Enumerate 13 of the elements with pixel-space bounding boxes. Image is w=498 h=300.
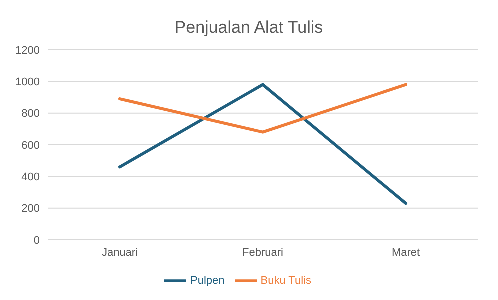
chart-title: Penjualan Alat Tulis <box>174 17 324 39</box>
y-tick-label: 1200 <box>16 44 40 57</box>
legend-label: Buku Tulis <box>260 274 312 287</box>
y-tick-label: 800 <box>22 108 40 120</box>
y-tick-label: 400 <box>22 172 40 184</box>
y-tick-label: 600 <box>22 140 40 152</box>
y-tick-label: 0 <box>34 234 40 247</box>
x-tick-label: Maret <box>392 246 420 259</box>
x-tick-label: Januari <box>102 246 138 259</box>
legend-label: Pulpen <box>190 274 225 287</box>
x-tick-label: Februari <box>242 246 284 259</box>
y-tick-label: 1000 <box>16 76 40 89</box>
y-tick-label: 200 <box>22 203 40 216</box>
